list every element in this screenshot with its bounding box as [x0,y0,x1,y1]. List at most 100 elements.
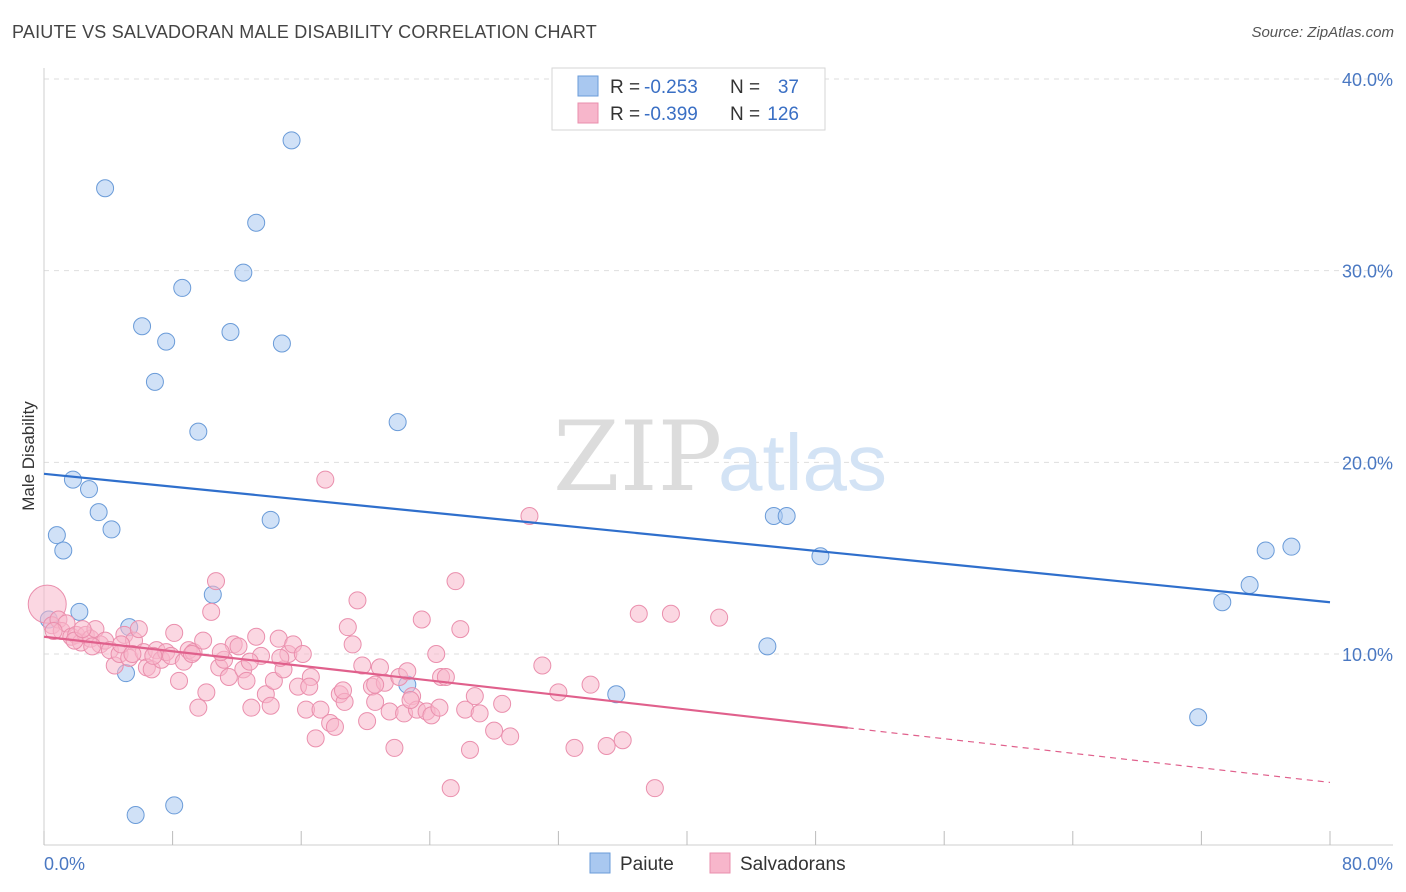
point-paiute-9 [145,372,164,391]
y-tick-label-20: 20.0% [1342,453,1393,473]
legend-box: R = -0.253 N = 37 R = -0.399 N = 126 [551,67,826,131]
watermark: ZIP atlas [553,401,887,513]
legend-n-label-paiute: N = [730,77,760,98]
legend-r-label-salvadorans: R = [610,104,640,125]
point-paiute-11 [388,413,407,432]
bottom-legend-swatch-salvadorans [709,852,731,874]
point-paiute-18 [54,541,73,560]
point-salvadorans-118 [333,681,352,700]
point-salvadorans-99 [549,683,568,702]
watermark-zip: ZIP [553,401,722,513]
point-salvadorans-95 [493,694,512,713]
point-salvadorans-36 [207,572,226,591]
point-salvadorans-71 [366,692,385,711]
bottom-legend-swatch-paiute [589,852,611,874]
y-tick-labels: 10.0% 20.0% 30.0% 40.0% [1342,70,1393,665]
point-salvadorans-121 [430,698,449,717]
point-salvadorans-41 [229,637,248,656]
x-tick-label-min: 0.0% [44,854,85,874]
point-salvadorans-55 [293,645,312,663]
point-paiute-6 [221,323,240,341]
point-salvadorans-94 [485,721,504,740]
trend-line-salvadorans [43,635,848,729]
point-salvadorans-66 [343,635,362,654]
point-paiute-23 [1282,537,1301,556]
point-salvadorans-102 [597,737,616,755]
x-tick-labels: 0.0% 80.0% [44,854,1393,874]
point-salvadorans-33 [194,631,213,650]
y-axis-label: Male Disability [19,401,38,511]
bottom-legend: Paiute Salvadorans [589,852,846,875]
point-salvadorans-75 [385,738,404,757]
point-paiute-3 [234,263,253,282]
point-paiute-25 [1213,593,1232,612]
point-paiute-2 [247,213,266,232]
y-tick-label-40: 40.0% [1342,70,1393,90]
point-salvadorans-84 [427,645,446,663]
point-salvadorans-43 [237,671,256,690]
point-salvadorans-59 [311,700,330,719]
point-salvadorans-91 [460,740,479,759]
point-salvadorans-48 [261,696,280,715]
point-salvadorans-81 [412,610,431,629]
point-paiute-14 [89,503,108,522]
point-paiute-22 [1256,541,1275,560]
point-salvadorans-98 [533,656,552,675]
point-paiute-13 [80,480,99,499]
trend-lines [43,472,1331,784]
point-salvadorans-44 [242,698,261,717]
legend-n-label-salvadorans: N = [730,104,760,125]
point-paiute-24 [1240,576,1259,594]
point-salvadorans-45 [247,627,266,646]
point-paiute-4 [173,278,192,297]
point-salvadorans-108 [44,622,63,640]
point-paiute-17 [47,526,66,545]
point-salvadorans-49 [264,671,283,690]
point-salvadorans-120 [401,691,420,709]
point-paiute-15 [261,510,280,529]
point-salvadorans-32 [189,698,208,717]
point-salvadorans-34 [197,683,216,702]
point-salvadorans-112 [144,646,163,665]
point-salvadorans-110 [83,637,102,656]
point-salvadorans-19 [129,620,148,639]
point-paiute-10 [189,422,208,441]
point-paiute-27 [70,602,89,621]
point-salvadorans-105 [645,779,664,798]
chart-title: PAIUTE VS SALVADORAN MALE DISABILITY COR… [12,22,597,42]
bottom-legend-label-salvadorans: Salvadorans [740,854,846,875]
point-salvadorans-67 [348,591,367,610]
point-salvadorans-69 [358,712,377,731]
point-paiute-35 [165,796,184,815]
legend-n-value-salvadorans: 126 [767,104,799,125]
y-tick-label-10: 10.0% [1342,645,1393,665]
point-salvadorans-65 [338,618,357,637]
point-paiute-8 [272,334,291,353]
point-salvadorans-87 [441,779,460,798]
point-salvadorans-117 [300,677,319,696]
data-points [27,131,1301,824]
bottom-legend-label-paiute: Paiute [620,854,674,875]
point-paiute-36 [126,806,145,824]
point-salvadorans-107 [710,608,729,627]
axes [43,68,1393,846]
legend-swatch-paiute [577,75,599,97]
watermark-atlas: atlas [718,418,887,507]
point-salvadorans-78 [398,662,417,681]
point-salvadorans-88 [446,572,465,591]
point-paiute-34 [1189,708,1208,727]
point-salvadorans-62 [325,717,344,736]
point-salvadorans-96 [501,727,520,746]
trend-line-salvadorans-extension [847,727,1331,784]
point-salvadorans-101 [581,675,600,694]
source-label: Source: ZipAtlas.com [1251,24,1394,41]
point-salvadorans-39 [219,668,238,686]
legend-swatch-salvadorans [577,102,599,124]
point-paiute-1 [96,179,115,198]
point-paiute-33 [607,685,626,704]
point-salvadorans-104 [629,604,648,623]
gridlines [44,78,1393,655]
point-paiute-20 [777,507,796,525]
point-salvadorans-119 [366,675,385,694]
